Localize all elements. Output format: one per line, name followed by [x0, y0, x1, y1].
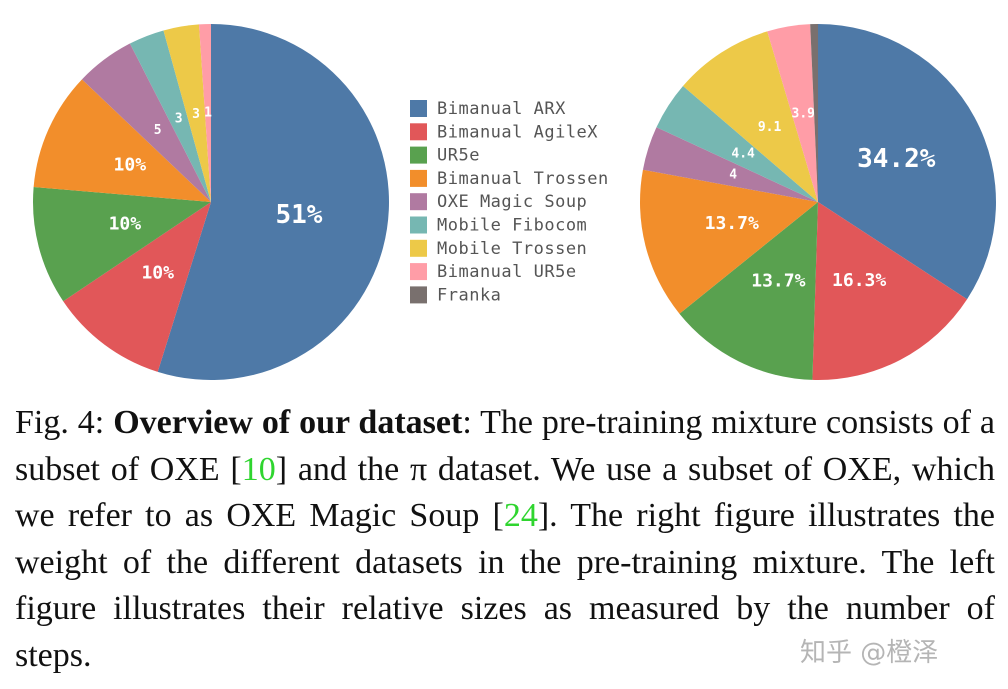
- legend-label: UR5e: [437, 146, 480, 166]
- pie-slice: [163, 24, 211, 203]
- pie-slice: [818, 24, 997, 300]
- value-label: 3: [175, 112, 183, 127]
- pie-slice: [32, 186, 211, 302]
- legend-label: Bimanual AgileX: [437, 122, 598, 142]
- pie-slice: [656, 85, 818, 202]
- value-label: 5: [154, 123, 162, 138]
- value-label: 3.9: [792, 107, 815, 122]
- caption-label: Fig. 4:: [15, 404, 114, 441]
- legend-swatch: [410, 239, 427, 257]
- pie-slice: [810, 24, 818, 202]
- legend-swatch: [410, 146, 427, 164]
- pie-slice: [81, 43, 212, 203]
- pie-slice: [198, 24, 211, 202]
- pie-slice: [33, 79, 212, 202]
- pie-slice: [767, 24, 818, 203]
- legend-swatch: [410, 216, 427, 234]
- value-label: 10%: [109, 213, 142, 234]
- pie-slice: [683, 31, 818, 203]
- legend-label: Bimanual ARX: [437, 99, 566, 119]
- value-label: 13.7%: [705, 213, 759, 234]
- caption-text: : The pre-training mixture consists of a…: [15, 404, 995, 488]
- watermark: 知乎 @橙泽: [800, 638, 939, 668]
- value-label: 34.2%: [857, 144, 936, 174]
- value-label: 4: [729, 168, 737, 183]
- value-label: 51%: [275, 200, 322, 230]
- value-label: 9.1: [758, 120, 782, 135]
- pie-slice: [642, 127, 818, 202]
- caption-text: ]. The right figure illustrates the weig…: [15, 497, 996, 674]
- value-label: 10%: [114, 155, 147, 176]
- legend-swatch: [410, 263, 427, 281]
- value-label: 16.3%: [832, 270, 886, 291]
- caption: Fig. 4: Overview of our dataset: The pre…: [15, 400, 995, 680]
- legend-label: Bimanual Trossen: [437, 169, 609, 189]
- pie-slice: [157, 24, 389, 380]
- pie-slice: [129, 30, 211, 203]
- legend-label: Mobile Fibocom: [437, 216, 587, 236]
- caption-text: ] and the π dataset. We use a subset of …: [15, 450, 996, 535]
- pie-slice: [679, 202, 818, 380]
- legend-swatch: [410, 286, 427, 304]
- caption-bold: Overview of our dataset: [113, 404, 463, 441]
- pie-slice: [812, 202, 968, 380]
- legend-swatch: [410, 123, 427, 141]
- citation[interactable]: 10: [241, 450, 276, 488]
- legend-swatch: [410, 100, 427, 117]
- legend-label: Bimanual UR5e: [437, 262, 577, 282]
- value-label: 3: [192, 107, 200, 122]
- chart: 51%10%10%10%53 3 134.2%16.3%13.7%13.7%44.4…: [32, 24, 997, 380]
- legend-swatch: [410, 169, 427, 187]
- citation[interactable]: 24: [503, 497, 538, 535]
- pie-slice: [640, 169, 818, 314]
- value-label: 13.7%: [751, 271, 805, 292]
- legend-label: OXE Magic Soup: [437, 192, 587, 212]
- legend-label: Franka: [437, 285, 501, 305]
- value-label: 10%: [141, 262, 174, 283]
- legend-swatch: [410, 193, 427, 211]
- value-label: 4.4: [731, 146, 755, 161]
- pie-slice: [63, 202, 212, 372]
- legend-label: Mobile Trossen: [437, 239, 587, 259]
- value-label: 1: [204, 106, 212, 121]
